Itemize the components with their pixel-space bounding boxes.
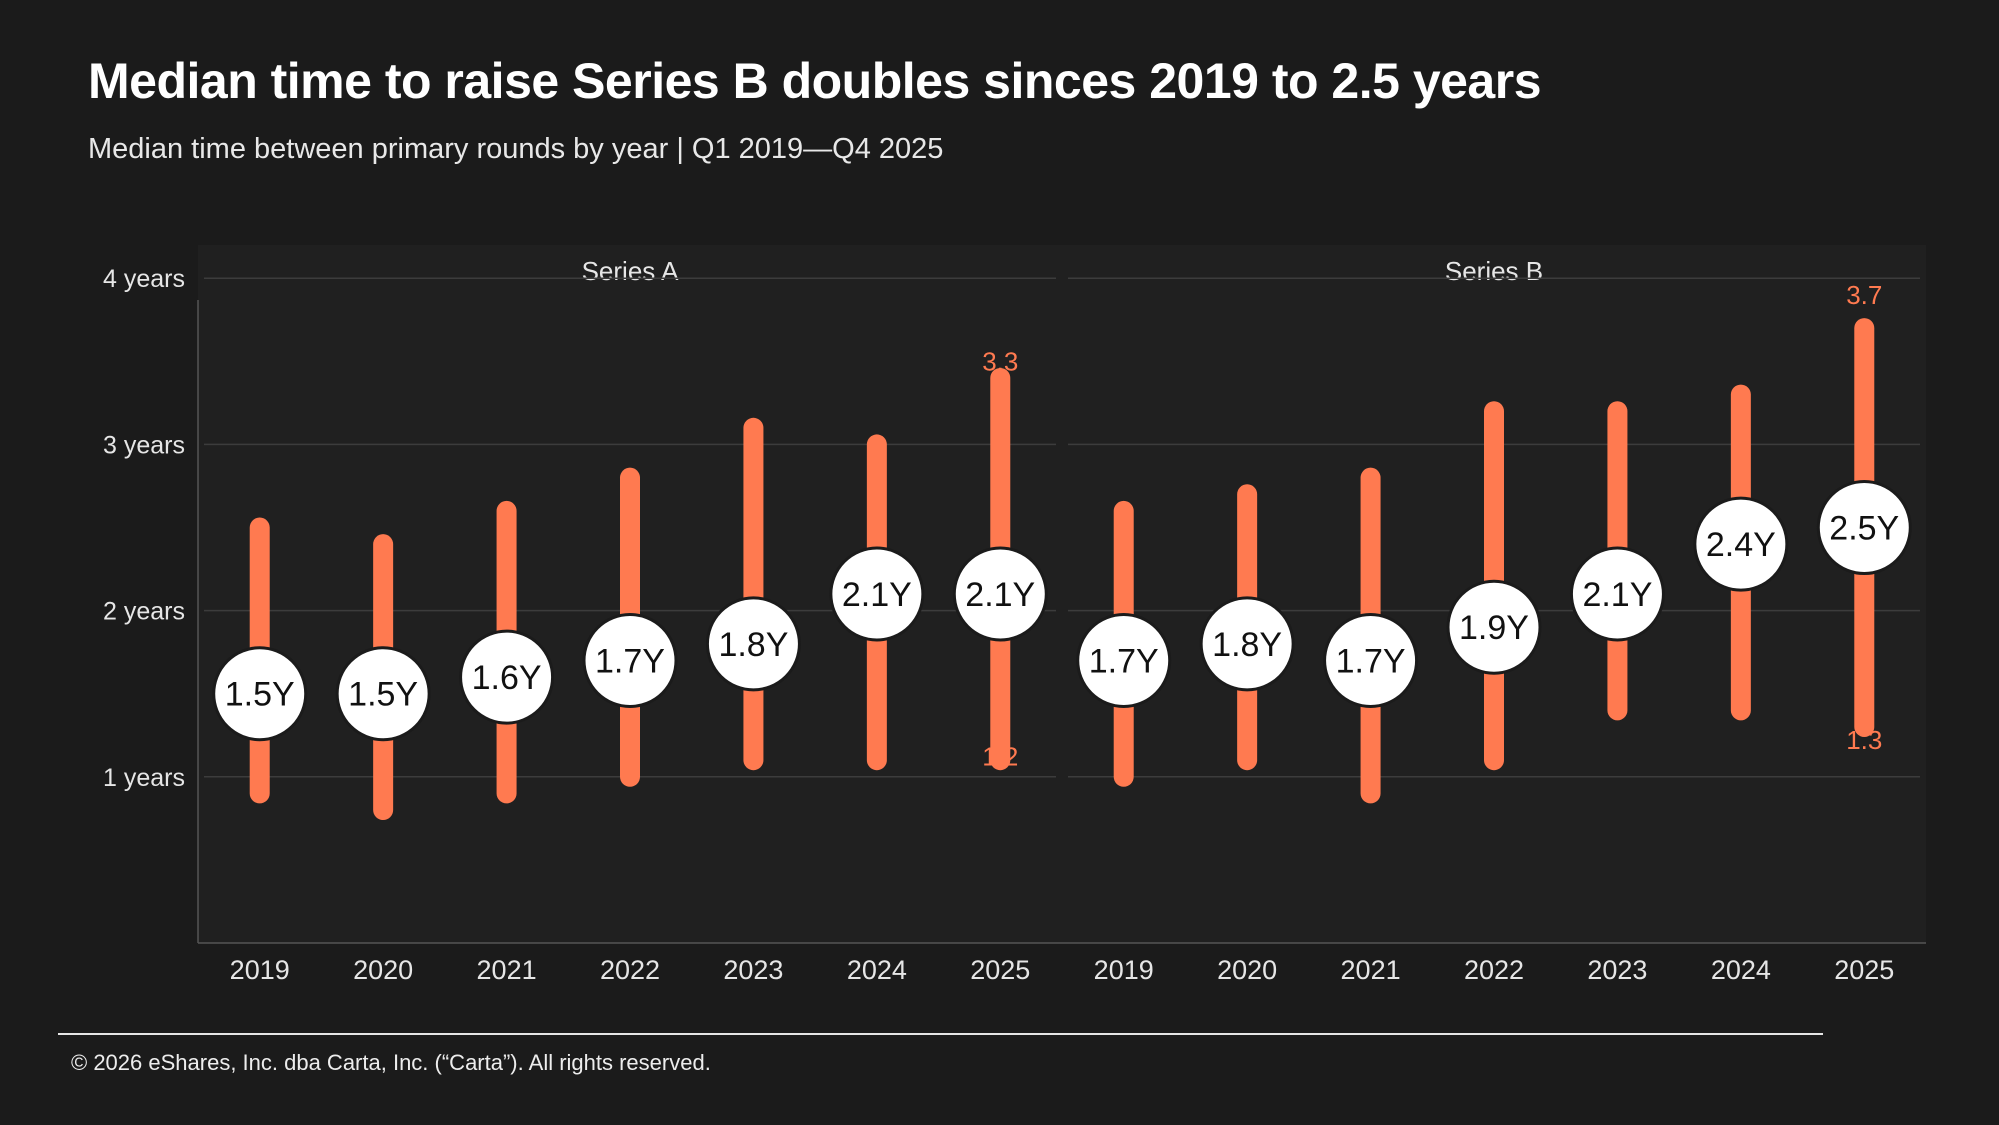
panel-2-median-marker-2024	[1693, 496, 1789, 592]
chart-title: Median time to raise Series B doubles si…	[88, 53, 1542, 109]
panel-1-x-tick-label: 2020	[353, 955, 413, 985]
panel-2-x-tick-label: 2020	[1217, 955, 1277, 985]
panel-1-median-label-2020: 1.5Y	[348, 676, 418, 714]
panel-1-median-marker-2024	[829, 546, 925, 642]
panel-1-annotation-above-2025: 3.3	[982, 347, 1018, 377]
panel-2-x-tick-label: 2019	[1094, 955, 1154, 985]
panel-1-median-marker-2025	[952, 546, 1048, 642]
panel-1-median-label-2025: 2.1Y	[965, 576, 1035, 614]
panel-1-x-tick-label: 2025	[970, 955, 1030, 985]
range-dot-chart: Series A Series B 1 years 2 years 3 years 4 y…	[103, 256, 1926, 985]
panel-2-median-label-2019: 1.7Y	[1089, 642, 1159, 680]
y-tick-label: 4 years	[103, 265, 185, 293]
panel-1-median-marker-2023	[705, 596, 801, 692]
panel-2-header: Series B	[1445, 256, 1543, 286]
panel-2-median-label-2023: 2.1Y	[1582, 576, 1652, 614]
panel-1-x-tick-label: 2022	[600, 955, 660, 985]
panel-2-median-label-2021: 1.7Y	[1336, 642, 1406, 680]
panel-2-median-marker-2023	[1569, 546, 1665, 642]
panel-2-x-tick-label: 2025	[1834, 955, 1894, 985]
panel-2-annotation-below-2025: 1.3	[1846, 725, 1882, 755]
panel-1-x-tick-label: 2023	[723, 955, 783, 985]
panel-1-median-label-2022: 1.7Y	[595, 642, 665, 680]
panel-2-x-tick-label: 2022	[1464, 955, 1524, 985]
panel-2-median-marker-2025	[1816, 480, 1912, 576]
copyright-footer: © 2026 eShares, Inc. dba Carta, Inc. (“C…	[71, 1050, 711, 1075]
panel-1-annotation-below-2025: 1.2	[982, 742, 1018, 772]
panel-2-median-label-2025: 2.5Y	[1829, 510, 1899, 548]
panel-2-median-marker-2019	[1076, 612, 1172, 708]
panel-1-median-marker-2019	[212, 646, 308, 742]
panel-2-median-marker-2022	[1446, 579, 1542, 675]
footer-divider	[58, 1033, 1823, 1035]
panel-1-median-label-2024: 2.1Y	[842, 576, 912, 614]
panel-2-median-label-2020: 1.8Y	[1212, 626, 1282, 664]
y-tick-label: 2 years	[103, 598, 185, 626]
panel-1-x-tick-label: 2021	[477, 955, 537, 985]
panel-1-x-tick-label: 2024	[847, 955, 907, 985]
panel-1-header: Series A	[582, 256, 679, 286]
panel-1-median-label-2021: 1.6Y	[472, 659, 542, 697]
panel-2-x-tick-label: 2023	[1587, 955, 1647, 985]
y-tick-label: 1 years	[103, 764, 185, 792]
panel-2-median-label-2022: 1.9Y	[1459, 609, 1529, 647]
panel-2-median-marker-2021	[1323, 612, 1419, 708]
panel-2-annotation-above-2025: 3.7	[1846, 280, 1882, 310]
panel-1-median-label-2023: 1.8Y	[718, 626, 788, 664]
panel-1-median-marker-2021	[459, 629, 555, 725]
panel-2-x-tick-label: 2021	[1341, 955, 1401, 985]
panel-1-x-tick-label: 2019	[230, 955, 290, 985]
panel-2-x-tick-label: 2024	[1711, 955, 1771, 985]
panel-1-median-marker-2020	[335, 646, 431, 742]
panel-2-median-marker-2020	[1199, 596, 1295, 692]
panel-1-median-marker-2022	[582, 612, 678, 708]
chart-subtitle: Median time between primary rounds by ye…	[88, 133, 944, 165]
panel-1-median-label-2019: 1.5Y	[225, 676, 295, 714]
y-tick-label: 3 years	[103, 431, 185, 459]
panel-2-median-label-2024: 2.4Y	[1706, 526, 1776, 564]
